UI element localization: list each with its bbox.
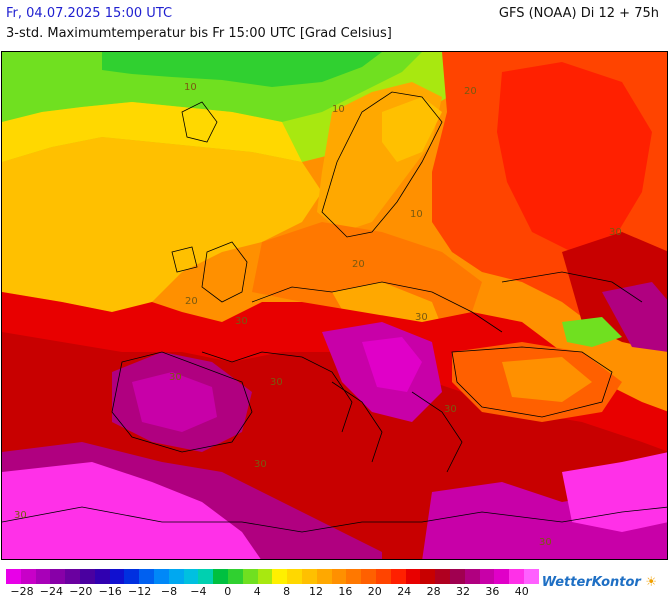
legend-tick-label: 32 — [456, 585, 470, 598]
legend-swatch — [405, 569, 421, 584]
legend-tick-label: 16 — [338, 585, 353, 598]
contour-label: 30 — [415, 312, 428, 323]
legend-swatch — [287, 569, 302, 584]
legend-swatch — [20, 569, 36, 584]
contour-label: 30 — [444, 404, 457, 415]
legend-colorbar — [6, 569, 539, 584]
legend-tick-label: −4 — [190, 585, 207, 598]
legend-swatch — [198, 569, 214, 584]
contour-label: 30 — [539, 537, 552, 548]
wetterkontor-logo: WetterKontor ☀ — [542, 575, 657, 590]
contour-label: 30 — [609, 227, 622, 238]
map-canvas: 10 10 10 20 20 20 30 30 30 30 30 30 30 3… — [2, 52, 667, 559]
contour-label: 20 — [464, 86, 477, 97]
legend-swatch — [109, 569, 125, 584]
legend-swatch — [390, 569, 406, 584]
legend-swatch — [227, 569, 243, 584]
legend-swatch — [494, 569, 510, 584]
legend-swatch — [464, 569, 480, 584]
legend-swatch — [509, 569, 524, 584]
legend-swatch — [213, 569, 228, 584]
legend-swatch — [523, 569, 539, 584]
legend-swatch — [346, 569, 362, 584]
legend-tick-label: 28 — [426, 585, 441, 598]
legend-tick-label: 8 — [283, 585, 291, 598]
legend-swatch — [50, 569, 66, 584]
legend-swatch — [272, 569, 288, 584]
legend-ticks: −28 −24 −20 −16 −12 −8 −4 0 4 8 12 16 20 24 28 32 36 40 — [0, 585, 560, 599]
legend-swatch — [375, 569, 391, 584]
temperature-map: 10 10 10 20 20 20 30 30 30 30 30 30 30 3… — [1, 51, 668, 560]
contour-label: 20 — [185, 296, 198, 307]
contour-label: 30 — [270, 377, 283, 388]
contour-label: 10 — [332, 104, 345, 115]
legend-tick-label: 12 — [309, 585, 323, 598]
legend-swatch — [361, 569, 376, 584]
legend-tick-label: 24 — [397, 585, 412, 598]
contour-label: 10 — [410, 209, 423, 220]
legend-swatch — [94, 569, 110, 584]
legend-swatch — [435, 569, 450, 584]
contour-label: 30 — [14, 510, 27, 521]
legend-tick-label: 36 — [485, 585, 500, 598]
legend-tick-label: −24 — [39, 585, 63, 598]
legend-swatch — [79, 569, 95, 584]
legend-tick-label: −28 — [10, 585, 34, 598]
legend-swatch — [183, 569, 199, 584]
contour-label: 30 — [235, 316, 248, 327]
legend-swatch — [65, 569, 80, 584]
legend-tick-label: −12 — [127, 585, 152, 598]
legend-swatch — [124, 569, 140, 584]
map-subtitle: 3-std. Maximumtemperatur bis Fr 15:00 UT… — [6, 26, 392, 41]
legend-swatch — [35, 569, 51, 584]
contour-label: 30 — [169, 372, 182, 383]
legend-swatch — [449, 569, 465, 584]
legend-swatch — [168, 569, 184, 584]
legend-swatch — [301, 569, 317, 584]
legend-swatch — [153, 569, 169, 584]
legend-swatch — [420, 569, 436, 584]
legend-swatch — [316, 569, 332, 584]
legend-tick-label: 4 — [253, 585, 261, 598]
contour-label: 10 — [184, 82, 197, 93]
legend-tick-label: −16 — [98, 585, 122, 598]
legend-swatch — [479, 569, 495, 584]
legend-swatch — [257, 569, 273, 584]
legend-swatch — [139, 569, 154, 584]
legend-tick-label: −8 — [160, 585, 178, 598]
legend-swatch — [6, 569, 21, 584]
legend-tick-label: 40 — [514, 585, 529, 598]
logo-text: WetterKontor — [541, 575, 641, 590]
contour-label: 30 — [254, 459, 267, 470]
logo-sun-icon: ☀ — [645, 575, 657, 590]
legend-tick-label: 0 — [224, 585, 232, 598]
contour-label: 20 — [352, 259, 365, 270]
legend-tick-label: −20 — [69, 585, 93, 598]
legend-swatch — [242, 569, 258, 584]
legend-tick-label: 20 — [367, 585, 382, 598]
coastlines — [2, 91, 667, 533]
legend-swatch — [331, 569, 347, 584]
model-run-label: GFS (NOAA) Di 12 + 75h — [498, 6, 659, 21]
forecast-date: Fr, 04.07.2025 15:00 UTC — [6, 6, 173, 21]
